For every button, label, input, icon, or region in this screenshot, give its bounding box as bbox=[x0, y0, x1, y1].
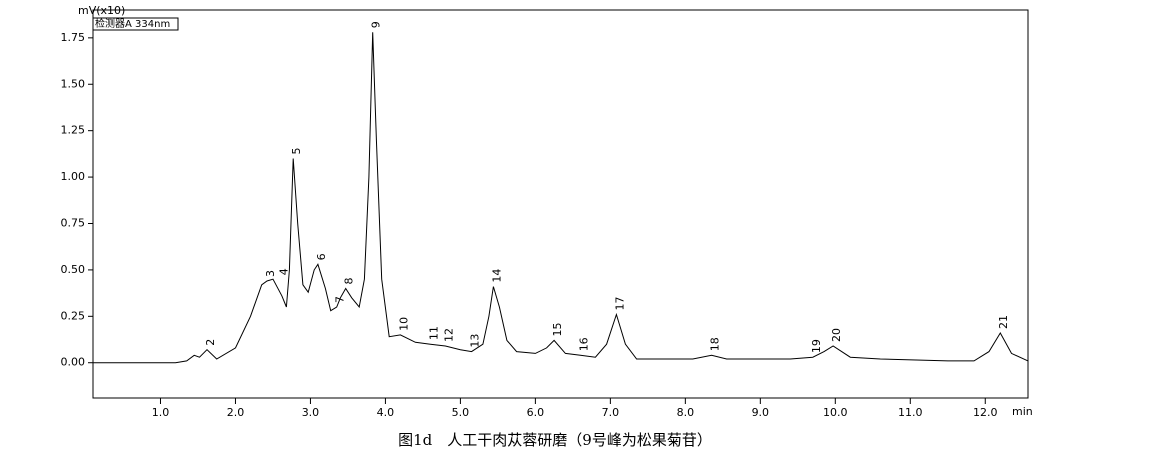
y-tick-label: 0.50 bbox=[61, 263, 86, 276]
x-axis-label: min bbox=[1012, 405, 1033, 418]
peak-label: 13 bbox=[469, 334, 482, 348]
peak-label: 4 bbox=[277, 268, 290, 275]
caption: 图1d 人工干肉苁蓉研磨（9号峰为松果菊苷） bbox=[398, 431, 712, 449]
peak-label: 19 bbox=[810, 339, 823, 353]
x-tick-label: 1.0 bbox=[152, 406, 170, 419]
y-tick-label: 1.75 bbox=[61, 31, 86, 44]
y-tick-label: 1.50 bbox=[61, 77, 86, 90]
peak-label: 6 bbox=[315, 253, 328, 260]
x-tick-label: 8.0 bbox=[677, 406, 695, 419]
peak-label: 5 bbox=[290, 148, 303, 155]
trace-line bbox=[93, 32, 1029, 364]
legend-entry: 检测器A 334nm bbox=[95, 17, 170, 30]
peak-label: 10 bbox=[397, 317, 410, 331]
x-tick-label: 7.0 bbox=[602, 406, 620, 419]
x-tick-label: 6.0 bbox=[527, 406, 545, 419]
x-tick-label: 11.0 bbox=[898, 406, 923, 419]
peak-label: 14 bbox=[490, 269, 503, 283]
y-tick-label: 1.25 bbox=[61, 124, 86, 137]
x-tick-label: 3.0 bbox=[302, 406, 320, 419]
x-tick-label: 10.0 bbox=[823, 406, 848, 419]
x-tick-label: 5.0 bbox=[452, 406, 470, 419]
peak-label: 21 bbox=[997, 315, 1010, 329]
peak-label: 2 bbox=[204, 339, 217, 346]
peak-label: 9 bbox=[370, 21, 383, 28]
peak-label: 3 bbox=[264, 270, 277, 277]
y-axis-label: mV(x10) bbox=[78, 4, 125, 17]
peak-label: 17 bbox=[613, 296, 626, 310]
x-tick-label: 2.0 bbox=[227, 406, 245, 419]
peak-label: 18 bbox=[709, 337, 722, 351]
legend-box bbox=[92, 17, 179, 31]
peak-label: 20 bbox=[830, 328, 843, 342]
peak-label: 12 bbox=[442, 328, 455, 342]
y-tick-label: 1.00 bbox=[61, 170, 86, 183]
x-tick-label: 9.0 bbox=[752, 406, 770, 419]
plot-frame bbox=[92, 9, 1029, 399]
y-tick-label: 0.00 bbox=[61, 356, 86, 369]
peak-label: 16 bbox=[577, 337, 590, 351]
peak-label: 11 bbox=[427, 326, 440, 340]
peak-label: 15 bbox=[551, 322, 564, 336]
x-tick-label: 4.0 bbox=[377, 406, 395, 419]
y-tick-label: 0.75 bbox=[61, 216, 86, 229]
y-tick-label: 0.25 bbox=[61, 309, 86, 322]
peak-label: 7 bbox=[334, 296, 347, 303]
peak-label: 8 bbox=[343, 277, 356, 284]
x-tick-label: 12.0 bbox=[973, 406, 998, 419]
